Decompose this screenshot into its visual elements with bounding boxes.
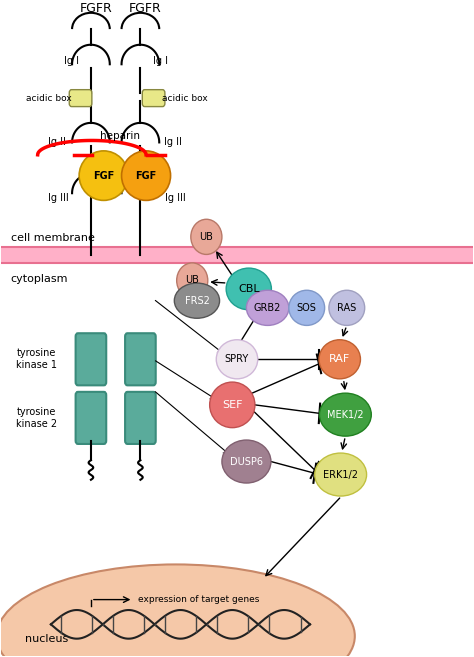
Text: acidic box: acidic box [162,94,208,102]
Ellipse shape [226,268,272,310]
FancyBboxPatch shape [69,89,92,106]
FancyBboxPatch shape [125,392,156,444]
Text: FGF: FGF [93,171,114,181]
Ellipse shape [210,382,255,428]
Text: FGFR: FGFR [79,3,112,15]
Text: FGF: FGF [136,171,157,181]
Ellipse shape [174,283,219,318]
Text: UB: UB [185,275,199,286]
Ellipse shape [79,151,128,200]
Text: expression of target genes: expression of target genes [138,595,259,604]
Text: Ig II: Ig II [48,137,66,147]
Ellipse shape [319,393,371,436]
Ellipse shape [191,219,222,254]
Text: CBL: CBL [238,284,260,294]
FancyBboxPatch shape [76,392,106,444]
Text: Ig III: Ig III [165,193,186,204]
Ellipse shape [319,340,360,379]
Ellipse shape [289,290,325,325]
Ellipse shape [177,263,208,298]
Text: RAS: RAS [337,303,356,313]
Text: tyrosine
kinase 1: tyrosine kinase 1 [16,348,57,370]
Text: SEF: SEF [222,400,243,410]
FancyBboxPatch shape [142,89,165,106]
Text: RAF: RAF [329,354,350,364]
Bar [1,247,473,263]
Text: MEK1/2: MEK1/2 [327,410,364,420]
Text: acidic box: acidic box [26,94,72,102]
Ellipse shape [315,453,366,496]
Text: nucleus: nucleus [25,634,68,645]
Text: GRB2: GRB2 [254,303,281,313]
Text: Ig I: Ig I [153,56,168,66]
FancyBboxPatch shape [125,333,156,386]
Ellipse shape [0,564,355,657]
Text: cell membrane: cell membrane [11,233,95,243]
Text: FGFR: FGFR [129,3,162,15]
Ellipse shape [329,290,365,325]
Ellipse shape [121,151,171,200]
Text: SOS: SOS [297,303,317,313]
Text: UB: UB [200,232,213,242]
Text: ERK1/2: ERK1/2 [323,470,358,480]
Text: Ig II: Ig II [164,137,182,147]
Text: Ig III: Ig III [47,193,68,204]
Text: DUSP6: DUSP6 [230,457,263,466]
Ellipse shape [216,340,258,379]
Text: Ig I: Ig I [64,56,79,66]
Ellipse shape [222,440,271,483]
Text: tyrosine
kinase 2: tyrosine kinase 2 [16,407,57,429]
Ellipse shape [246,290,289,325]
Text: SPRY: SPRY [225,354,249,364]
FancyBboxPatch shape [76,333,106,386]
Text: heparin: heparin [100,131,140,141]
Text: FRS2: FRS2 [184,296,210,306]
Text: cytoplasm: cytoplasm [11,273,68,284]
